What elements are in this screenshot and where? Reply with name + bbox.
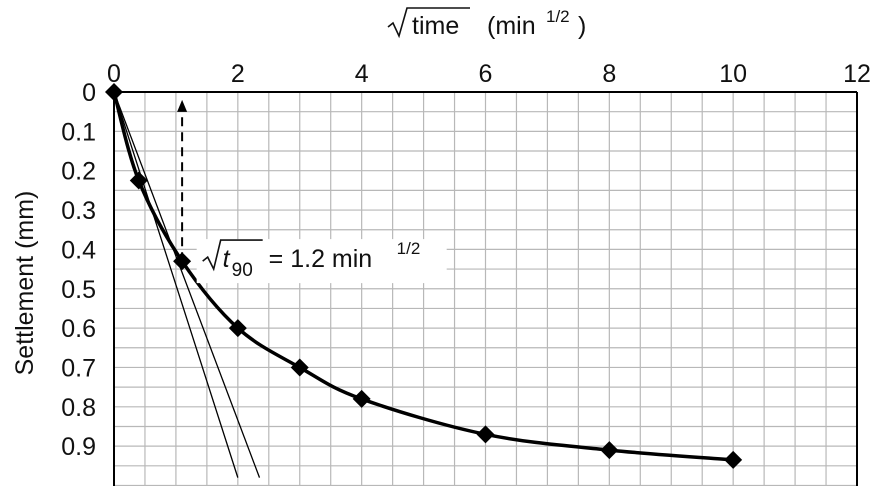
annotation-exp: 1/2 [397, 239, 421, 258]
title-units: (min [487, 12, 536, 40]
y-tick-label: 0.4 [61, 236, 96, 264]
data-point-marker [724, 450, 743, 469]
y-tick-label: 0.9 [61, 433, 96, 461]
tangent-line [113, 91, 239, 478]
data-point-marker [476, 425, 495, 444]
y-tick-label: 0.5 [61, 276, 96, 304]
annotation-text: = 1.2 min [269, 245, 373, 273]
y-tick-label: 0.7 [61, 354, 96, 382]
annotation-t: t [223, 245, 231, 273]
x-tick-label: 10 [719, 60, 747, 88]
chart-title: time (min 1/2 ) [387, 7, 586, 40]
title-units-exp: 1/2 [546, 7, 570, 26]
data-point-marker [228, 319, 247, 338]
annotation-subscript: 90 [232, 260, 253, 281]
data-point-marker [105, 83, 123, 101]
x-tick-label: 4 [355, 60, 369, 88]
y-tick-label: 0.2 [61, 158, 96, 186]
t90-arrowhead [177, 99, 188, 112]
data-point-marker [129, 171, 148, 190]
data-point-marker [600, 441, 619, 460]
y-tick-label: 0.3 [61, 197, 96, 225]
title-time: time [412, 12, 459, 40]
y-axis-label: Settlement (mm) [11, 191, 39, 376]
data-point-marker [352, 389, 371, 408]
plot-area: 0 2 4 6 8 10 12 0 0.1 0.2 0.3 0.4 0.5 0.6 0.7 0.8 0.9 t 90… [61, 60, 871, 486]
settlement-curve [112, 91, 734, 462]
x-tick-label: 8 [602, 60, 616, 88]
y-tick-label: 0 [82, 79, 96, 107]
title-units-close: ) [578, 12, 586, 40]
tangent-line [113, 91, 261, 478]
x-tick-label: 0 [107, 60, 121, 88]
annotation-sqrt-symbol [202, 239, 263, 272]
x-tick-label: 6 [479, 60, 493, 88]
x-tick-label: 12 [843, 60, 871, 88]
y-tick-label: 0.8 [61, 394, 96, 422]
data-point-marker [173, 252, 192, 271]
y-tick-label: 0.1 [61, 118, 96, 146]
annotation-background [196, 239, 447, 284]
x-tick-label: 2 [231, 60, 245, 88]
y-tick-label: 0.6 [61, 315, 96, 343]
data-point-marker [290, 358, 309, 377]
sqrt-symbol [387, 7, 470, 39]
